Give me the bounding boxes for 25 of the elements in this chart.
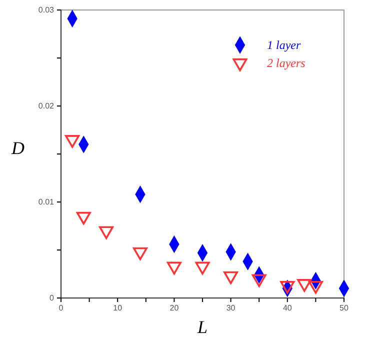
legend-label: 2 layers (267, 56, 306, 70)
point (308, 280, 323, 294)
point (99, 226, 114, 240)
point (252, 274, 266, 288)
point (76, 212, 91, 225)
point (297, 279, 312, 292)
x-tick-label: 0 (58, 304, 64, 313)
point (195, 262, 210, 275)
x-axis-title: L (196, 317, 208, 337)
x-tick-label: 40 (282, 304, 292, 313)
y-tick-label: 0 (50, 294, 55, 303)
point (132, 247, 148, 260)
y-tick-label: 0.02 (38, 102, 55, 111)
y-tick-label: 0.01 (38, 198, 55, 207)
x-tick-label: 30 (226, 304, 236, 313)
point (280, 280, 295, 294)
x-tick-label: 20 (170, 304, 180, 313)
legend-label: 1 layer (267, 38, 301, 52)
x-tick-label: 10 (113, 304, 123, 313)
x-tick-label: 50 (340, 304, 349, 313)
y-axis-title: D (10, 138, 24, 158)
y-tick-label: 0.03 (38, 6, 55, 15)
point (65, 135, 80, 148)
point (166, 262, 182, 275)
point (224, 271, 238, 284)
